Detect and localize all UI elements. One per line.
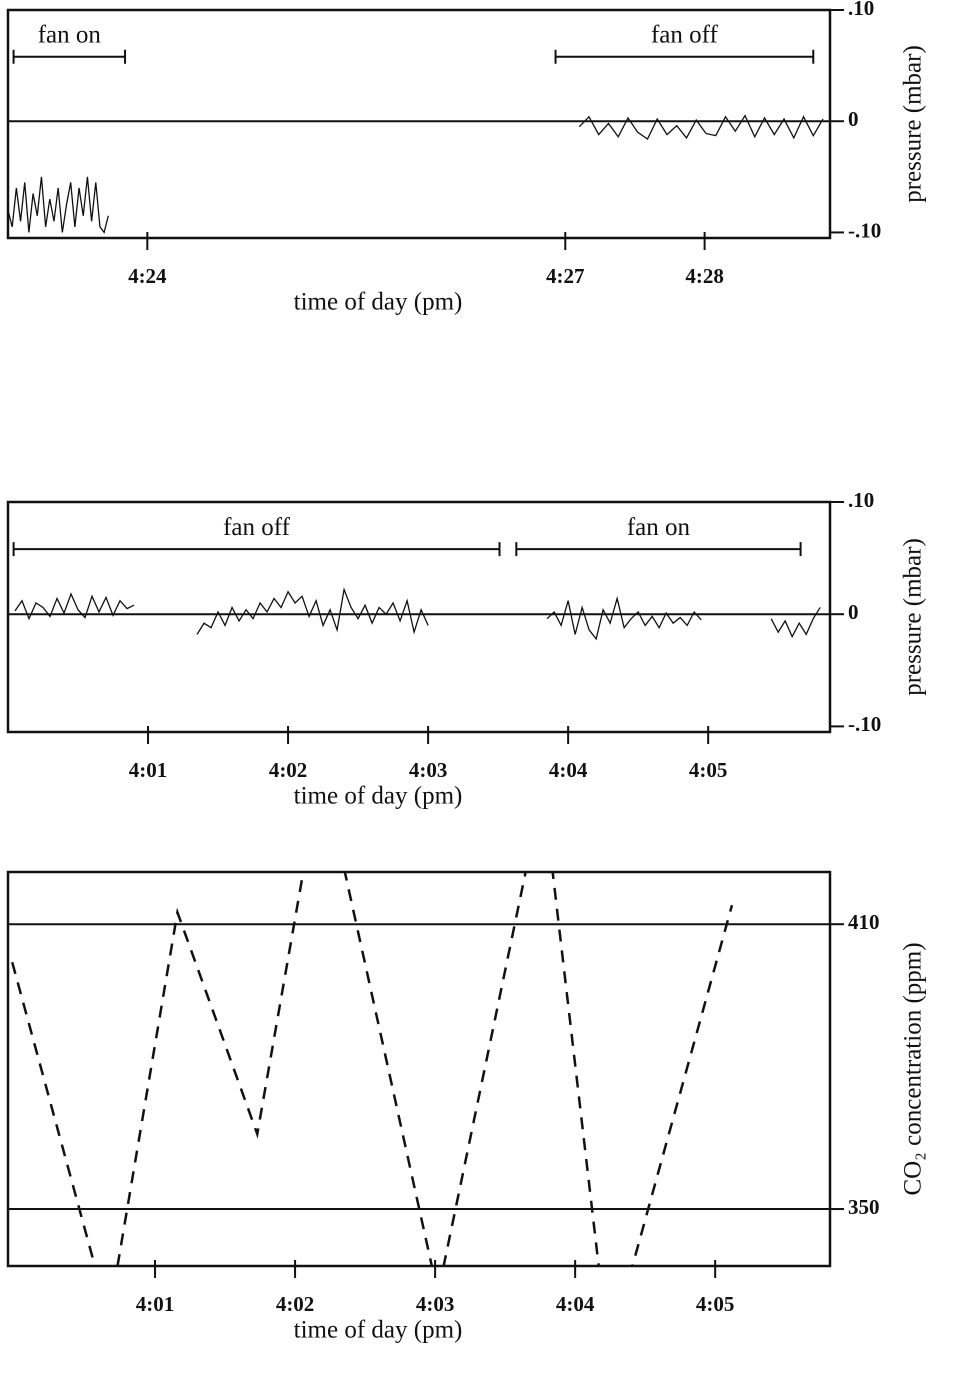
y-axis-label: CO₂ concentration (ppm) [900, 942, 927, 1195]
y-tick-label: -.10 [848, 712, 881, 736]
x-tick-label: 4:01 [136, 1292, 175, 1316]
bracket [12, 49, 127, 64]
x-tick-label: 4:03 [409, 758, 448, 782]
bracket [515, 542, 802, 557]
x-tick-label: 4:27 [546, 264, 585, 288]
x-tick-label: 4:02 [269, 758, 308, 782]
x-tick-label: 4:03 [416, 1292, 455, 1316]
y-tick-label: 350 [848, 1195, 880, 1219]
annotation: fan on [627, 514, 691, 541]
x-axis-label: time of day (pm) [294, 289, 463, 316]
x-tick-label: 4:04 [549, 758, 588, 782]
bracket [12, 542, 501, 557]
y-tick-label: 0 [848, 107, 859, 131]
x-tick-label: 4:04 [556, 1292, 595, 1316]
y-tick-label: .10 [848, 0, 874, 20]
annotation: fan off [651, 21, 719, 48]
plot-frame [6, 500, 832, 734]
x-tick-label: 4:05 [696, 1292, 735, 1316]
plot-frame [6, 8, 832, 240]
x-tick-label: 4:05 [689, 758, 728, 782]
panel: .10 0 -.10 4:01 4:02 4:03 4:04 4:05 time of day … [6, 488, 927, 810]
data-line [10, 872, 734, 1266]
y-tick-label: .10 [848, 488, 874, 512]
data-line [8, 176, 109, 234]
y-axis-label: pressure (mbar) [900, 45, 927, 203]
y-tick-label: 0 [848, 600, 859, 624]
data-line [578, 114, 824, 140]
y-axis-label: pressure (mbar) [900, 538, 927, 696]
y-tick-label: 410 [848, 910, 880, 934]
x-tick-label: 4:02 [276, 1292, 315, 1316]
panel: 410 350 4:01 4:02 4:03 4:04 4:05 time of day (p… [6, 870, 927, 1344]
bracket [554, 49, 815, 64]
x-axis-label: time of day (pm) [294, 783, 463, 810]
x-axis-label: time of day (pm) [294, 1317, 463, 1344]
x-tick-label: 4:28 [685, 264, 724, 288]
y-tick-label: -.10 [848, 218, 881, 242]
panel: .10 0 -.10 4:24 4:27 4:28 time of day (pm) pres… [6, 0, 927, 316]
x-tick-label: 4:24 [128, 264, 167, 288]
annotation: fan on [38, 21, 102, 48]
plot-frame [6, 870, 832, 1268]
annotation: fan off [223, 514, 291, 541]
data-line [14, 587, 821, 641]
x-tick-label: 4:01 [129, 758, 168, 782]
